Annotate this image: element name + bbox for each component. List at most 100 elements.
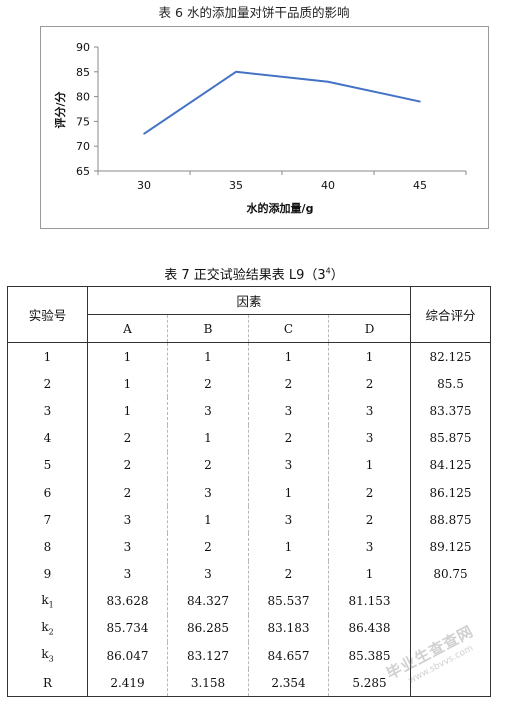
- cell-factor-b: 1: [167, 506, 249, 534]
- table-row: 6 2 3 1 2 86.125: [7, 478, 492, 507]
- y-axis-label: 评分/分: [53, 91, 67, 128]
- series-point: [143, 133, 145, 135]
- x-tick-label: 35: [229, 179, 243, 192]
- cell-summary-a: 86.047: [87, 642, 168, 670]
- y-tick-label: 80: [76, 91, 90, 104]
- cell-factor-c: 1: [248, 533, 329, 561]
- table-row: 5 2 2 3 1 84.125: [7, 451, 492, 479]
- cell-summary-a: 83.628: [87, 587, 168, 615]
- y-tick-label: 70: [76, 140, 90, 153]
- cell-factor-a: 2: [87, 478, 168, 507]
- cell-experiment-id: 9: [7, 560, 88, 588]
- cell-summary-label: R: [7, 669, 88, 697]
- table-caption: 表 7 正交试验结果表 L9（34）: [0, 264, 508, 283]
- cell-factor-a: 1: [87, 342, 168, 371]
- cell-score: 82.125: [410, 342, 492, 371]
- summary-row: k2 85.734 86.285 83.183 86.438: [7, 614, 492, 643]
- cell-factor-c: 2: [248, 370, 329, 398]
- x-tick-label: 45: [413, 179, 427, 192]
- cell-factor-c: 3: [248, 397, 329, 425]
- cell-factor-b: 2: [167, 533, 249, 561]
- cell-experiment-id: 7: [7, 506, 88, 534]
- table-row: 7 3 1 3 2 88.875: [7, 506, 492, 534]
- table-caption-exponent: 4: [325, 266, 331, 276]
- x-tick-label: 40: [321, 179, 335, 192]
- y-tick-label: 75: [76, 115, 90, 128]
- cell-experiment-id: 4: [7, 424, 88, 452]
- cell-experiment-id: 2: [7, 370, 88, 398]
- cell-factor-c: 2: [248, 424, 329, 452]
- y-tick-label: 85: [76, 66, 90, 79]
- cell-factor-b: 1: [167, 424, 249, 452]
- cell-score: 83.375: [410, 397, 492, 425]
- cell-summary-a: 85.734: [87, 614, 168, 643]
- summary-label-text: k: [41, 647, 49, 662]
- orthogonal-result-table: 实验号 因素 综合评分 A B C D 1 1 1 1 1 82.125 2 1 2 2 2 85.5…: [7, 286, 492, 698]
- cell-experiment-id: 6: [7, 478, 88, 507]
- header-experiment-id: 实验号: [7, 286, 88, 343]
- cell-summary-label: k1: [7, 587, 88, 615]
- cell-summary-d: 85.385: [348, 648, 391, 663]
- cell-factor-a: 3: [87, 560, 168, 588]
- cell-factor-d: 3: [365, 431, 374, 446]
- cell-score: 84.125: [410, 451, 492, 479]
- header-factor-b: B: [167, 314, 249, 343]
- series-point: [327, 80, 329, 83]
- cell-summary-c: 83.183: [248, 614, 329, 643]
- summary-label-text: k: [41, 620, 49, 635]
- cell-summary-d: 81.153: [348, 594, 391, 609]
- cell-experiment-id: 1: [7, 342, 88, 371]
- cell-factor-a: 3: [87, 533, 168, 561]
- cell-summary-b: 3.158: [167, 669, 249, 697]
- cell-summary-label: k3: [7, 642, 88, 670]
- cell-summary-label: k2: [7, 614, 88, 643]
- cell-score: 89.125: [410, 533, 492, 561]
- cell-factor-d: 1: [365, 349, 374, 364]
- cell-factor-b: 2: [167, 370, 249, 398]
- cell-summary-c: 2.354: [248, 669, 329, 697]
- series-point: [235, 71, 237, 73]
- cell-summary-b: 83.127: [167, 642, 249, 670]
- summary-label-subscript: 1: [48, 600, 54, 610]
- header-factor-d: D: [328, 314, 411, 343]
- table-row: 9 3 3 2 1 80.75: [7, 560, 492, 588]
- cell-summary-b: 84.327: [167, 587, 249, 615]
- cell-factor-c: 1: [248, 342, 329, 371]
- x-tick-label: 30: [137, 179, 151, 192]
- cell-score: 85.875: [410, 424, 492, 452]
- cell-factor-b: 1: [167, 342, 249, 371]
- summary-label-text: k: [41, 593, 49, 608]
- cell-factor-c: 1: [248, 478, 329, 507]
- cell-score: 88.875: [410, 506, 492, 534]
- cell-factor-a: 1: [87, 370, 168, 398]
- cell-score: 86.125: [410, 478, 492, 507]
- cell-experiment-id: 5: [7, 451, 88, 479]
- cell-factor-a: 3: [87, 506, 168, 534]
- table-row: 4 2 1 2 3 85.875: [7, 424, 492, 452]
- cell-experiment-id: 3: [7, 397, 88, 425]
- cell-summary-empty: [410, 642, 492, 670]
- table-row: 1 1 1 1 1 82.125: [7, 342, 492, 371]
- summary-row: k3 86.047 83.127 84.657 85.385: [7, 642, 492, 670]
- header-factor-c: C: [248, 314, 329, 343]
- cell-factor-c: 3: [248, 506, 329, 534]
- summary-label-subscript: 3: [48, 654, 54, 664]
- table-row: 2 1 2 2 2 85.5: [7, 370, 492, 398]
- cell-factor-c: 2: [248, 560, 329, 588]
- header-factors: 因素: [87, 286, 411, 315]
- table-row: 3 1 3 3 3 83.375: [7, 397, 492, 425]
- series-point: [419, 100, 421, 103]
- table-caption-suffix: ）: [330, 268, 344, 283]
- cell-factor-d: 1: [365, 567, 374, 582]
- y-tick-label: 90: [76, 41, 90, 54]
- cell-summary-b: 86.285: [167, 614, 249, 643]
- cell-factor-a: 2: [87, 451, 168, 479]
- table-caption-prefix: 表 7 正交试验结果表 L9（3: [164, 268, 326, 283]
- cell-factor-d: 2: [365, 376, 374, 391]
- cell-factor-b: 3: [167, 560, 249, 588]
- cell-factor-a: 1: [87, 397, 168, 425]
- cell-summary-a: 2.419: [87, 669, 168, 697]
- summary-row: k1 83.628 84.327 85.537 81.153: [7, 587, 492, 615]
- chart-frame: [40, 26, 489, 229]
- cell-summary-c: 84.657: [248, 642, 329, 670]
